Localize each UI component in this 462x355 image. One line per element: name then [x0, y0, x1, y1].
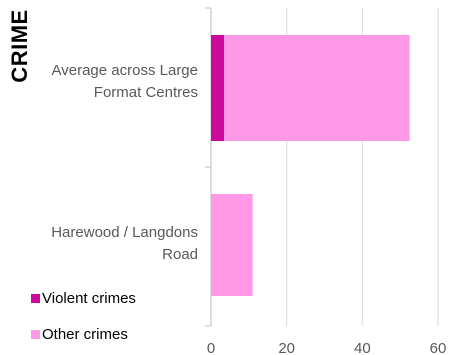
legend-swatch-other-crimes: [31, 330, 40, 339]
x-tick-label-60: 60: [430, 340, 447, 355]
x-tick-label-40: 40: [354, 340, 371, 355]
x-tick-label-20: 20: [278, 340, 295, 355]
bar-other-crimes-0: [224, 35, 410, 141]
category-label-1-line-0: Harewood / Langdons: [51, 224, 198, 241]
legend-label-violent-crimes: Violent crimes: [42, 290, 136, 307]
bar-other-crimes-1: [211, 194, 253, 296]
category-label-1-line-1: Road: [162, 246, 198, 263]
legend-swatch-violent-crimes: [31, 294, 40, 303]
legend-label-other-crimes: Other crimes: [42, 326, 128, 343]
x-tick-label-0: 0: [207, 340, 215, 355]
bar-violent-crimes-0: [211, 35, 225, 141]
category-label-0-line-1: Format Centres: [94, 84, 198, 101]
category-label-0-line-0: Average across Large: [52, 62, 198, 79]
